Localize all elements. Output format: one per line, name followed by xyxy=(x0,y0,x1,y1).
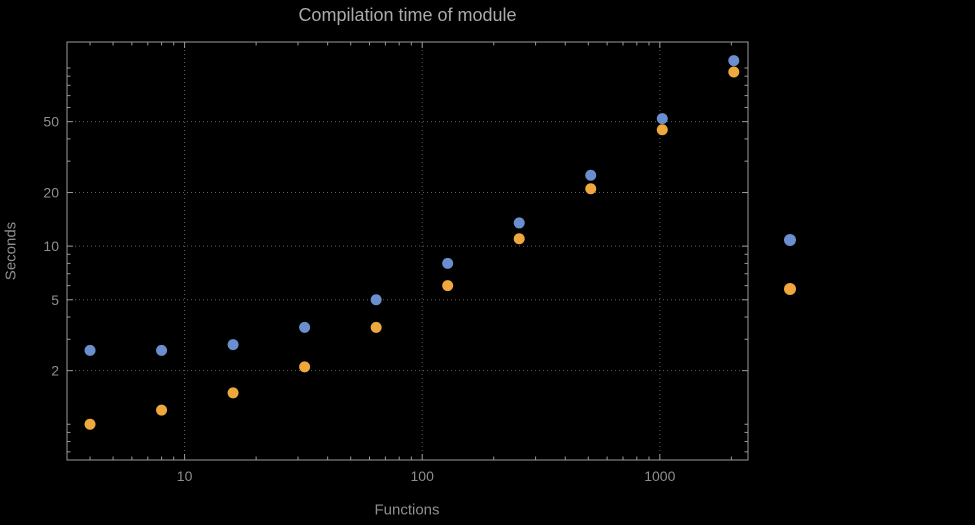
data-point-series-2 xyxy=(299,361,311,373)
data-point-series-2 xyxy=(513,233,525,245)
chart-title: Compilation time of module xyxy=(298,5,517,25)
legend-marker xyxy=(784,283,796,295)
data-point-series-2 xyxy=(84,418,96,430)
y-tick-label: 10 xyxy=(43,238,59,254)
x-tick-label: 1000 xyxy=(644,468,675,484)
data-point-series-1 xyxy=(84,344,96,356)
data-point-series-1 xyxy=(442,257,454,269)
y-axis-label: Seconds xyxy=(2,221,20,281)
data-point-series-2 xyxy=(728,66,740,78)
data-point-series-2 xyxy=(656,124,668,136)
data-point-series-1 xyxy=(728,55,740,67)
x-axis-label: Functions xyxy=(374,501,440,519)
x-tick-label: 100 xyxy=(411,468,435,484)
legend-marker xyxy=(784,234,796,246)
data-point-series-1 xyxy=(299,321,311,333)
data-point-series-2 xyxy=(442,280,454,292)
data-point-series-1 xyxy=(656,113,668,125)
data-point-series-1 xyxy=(156,344,168,356)
data-point-series-2 xyxy=(227,387,239,399)
data-point-series-2 xyxy=(370,321,382,333)
data-point-series-1 xyxy=(585,169,597,181)
data-point-series-2 xyxy=(156,404,168,416)
data-point-series-1 xyxy=(227,339,239,351)
plot-frame xyxy=(66,41,749,461)
x-tick-label: 10 xyxy=(177,468,193,484)
y-tick-label: 50 xyxy=(43,114,59,130)
y-tick-label: 5 xyxy=(51,292,59,308)
data-point-series-2 xyxy=(585,183,597,195)
y-tick-label: 2 xyxy=(51,363,59,379)
y-tick-label: 20 xyxy=(43,185,59,201)
data-point-series-1 xyxy=(370,294,382,306)
data-point-series-1 xyxy=(513,217,525,229)
